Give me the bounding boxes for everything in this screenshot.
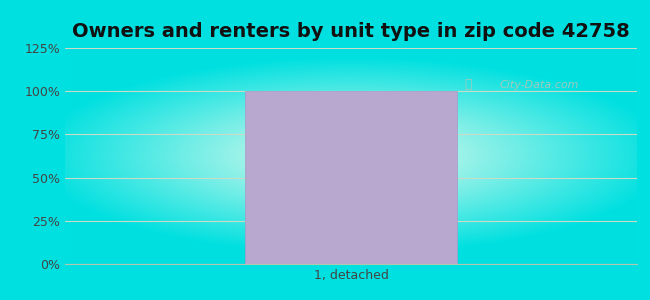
Text: ⦿: ⦿ [465,78,472,91]
Text: City-Data.com: City-Data.com [500,80,579,90]
Title: Owners and renters by unit type in zip code 42758: Owners and renters by unit type in zip c… [72,22,630,41]
Bar [245,91,457,264]
